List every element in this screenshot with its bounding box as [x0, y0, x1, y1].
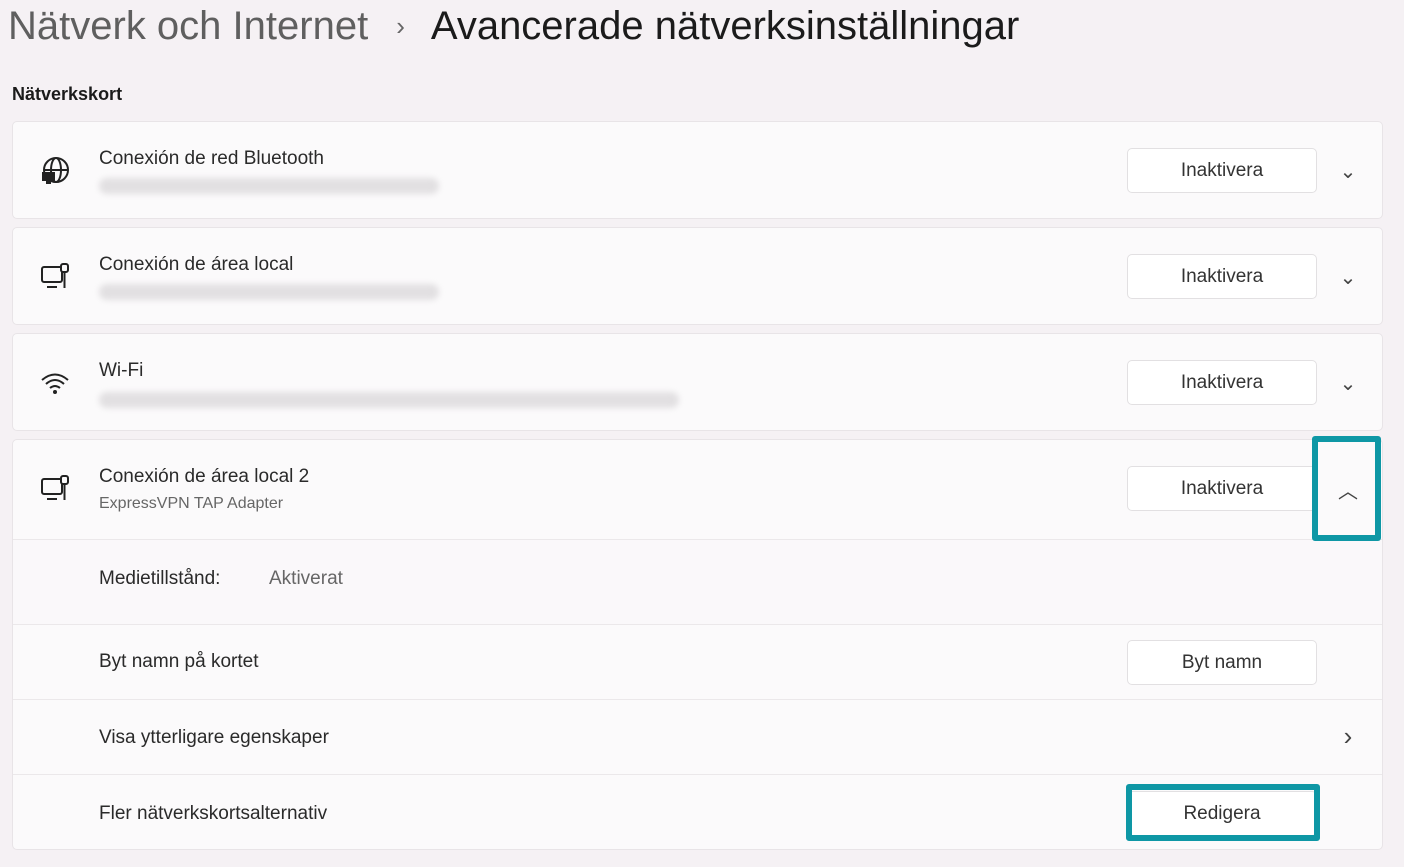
redacted-description	[99, 284, 439, 300]
media-state-label: Medietillstånd:	[99, 568, 221, 589]
rename-row: Byt namn på kortet Byt namn	[13, 624, 1382, 699]
adapter-card-local[interactable]: Conexión de área local Inaktivera ⌄	[12, 227, 1383, 325]
more-properties-label: Visa ytterligare egenskaper	[99, 727, 329, 748]
disable-button[interactable]: Inaktivera	[1127, 254, 1317, 299]
rename-label: Byt namn på kortet	[99, 651, 259, 672]
wifi-icon	[41, 373, 69, 394]
breadcrumb-separator: ›	[396, 11, 405, 41]
disable-button[interactable]: Inaktivera	[1127, 360, 1317, 405]
globe-monitor-icon	[42, 157, 69, 184]
chevron-right-icon[interactable]: ›	[1343, 720, 1353, 751]
breadcrumb: Nätverk och Internet › Avancerade nätver…	[8, 4, 1019, 49]
redacted-description	[99, 178, 439, 194]
disable-button[interactable]: Inaktivera	[1127, 148, 1317, 193]
highlight-expand-toggle	[1312, 436, 1381, 541]
adapter-card-local-2: Conexión de área local 2 ExpressVPN TAP …	[12, 439, 1383, 850]
media-state-row: Medietillstånd: Aktiverat	[13, 539, 1382, 624]
chevron-down-icon[interactable]: ⌄	[1339, 160, 1357, 183]
more-properties-row[interactable]: Visa ytterligare egenskaper ›	[13, 699, 1382, 774]
adapter-card-bluetooth[interactable]: Conexión de red Bluetooth Inaktivera ⌄	[12, 121, 1383, 219]
page-title: Avancerade nätverksinställningar	[430, 4, 1020, 48]
adapter-name: Conexión de red Bluetooth	[99, 148, 324, 169]
chevron-down-icon[interactable]: ⌄	[1339, 266, 1357, 289]
more-options-row: Fler nätverkskortsalternativ Redigera	[13, 774, 1382, 850]
media-state-value: Aktiverat	[269, 568, 343, 589]
ethernet-monitor-icon	[41, 475, 69, 500]
adapter-description: ExpressVPN TAP Adapter	[99, 495, 284, 512]
rename-button[interactable]: Byt namn	[1127, 640, 1317, 685]
adapter-name: Conexión de área local 2	[99, 466, 310, 487]
section-title: Nätverkskort	[12, 84, 123, 104]
chevron-down-icon[interactable]: ⌄	[1339, 372, 1357, 395]
breadcrumb-parent[interactable]: Nätverk och Internet	[8, 4, 369, 48]
highlight-edit-button	[1126, 784, 1320, 841]
chevron-up-icon[interactable]: ︿	[1338, 480, 1358, 503]
more-options-label: Fler nätverkskortsalternativ	[99, 803, 328, 824]
adapter-name: Conexión de área local	[99, 254, 294, 275]
ethernet-monitor-icon	[41, 263, 69, 288]
redacted-description	[99, 392, 679, 408]
adapter-name: Wi-Fi	[99, 360, 144, 381]
disable-button[interactable]: Inaktivera	[1127, 466, 1317, 511]
adapter-card-wifi[interactable]: Wi-Fi Inaktivera ⌄	[12, 333, 1383, 431]
